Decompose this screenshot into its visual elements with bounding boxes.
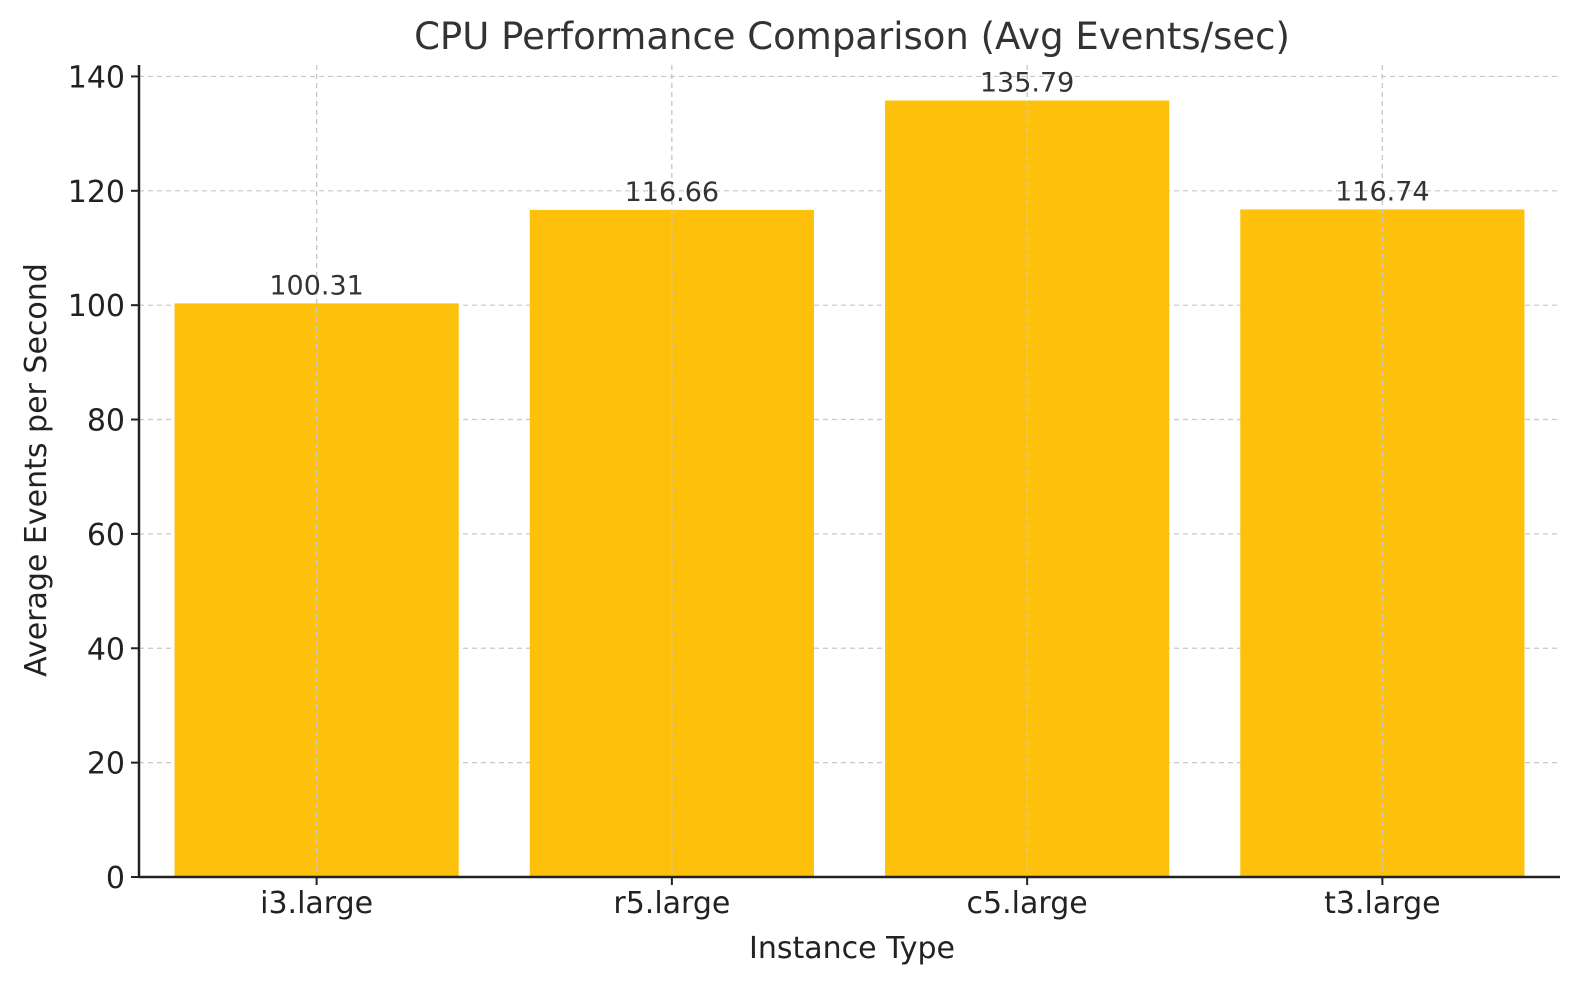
data-label: 100.31 <box>269 270 363 301</box>
data-labels: 100.31 116.66 135.79 116.74 <box>269 68 1429 302</box>
axes: 0 20 40 60 80 100 120 140 i3.large r5.large c5.lar… <box>68 60 1560 921</box>
y-tick-label: 40 <box>87 632 125 667</box>
data-label: 135.79 <box>980 68 1074 99</box>
y-axis-label: Average Events per Second <box>19 263 54 677</box>
y-tick-label: 0 <box>106 861 125 896</box>
data-label: 116.66 <box>625 177 719 208</box>
y-tick-label: 140 <box>68 60 125 95</box>
y-tick-label: 100 <box>68 289 125 324</box>
bars <box>174 65 1525 878</box>
x-axis-label: Instance Type <box>749 931 955 966</box>
chart-title: CPU Performance Comparison (Avg Events/s… <box>414 15 1290 58</box>
y-tick-label: 60 <box>87 518 125 553</box>
x-tick-label: c5.large <box>967 886 1088 921</box>
x-tick-label: r5.large <box>613 886 730 921</box>
y-tick-label: 120 <box>68 175 125 210</box>
y-tick-label: 20 <box>87 747 125 782</box>
y-tick-label: 80 <box>87 404 125 439</box>
x-tick-label: i3.large <box>260 886 373 921</box>
data-label: 116.74 <box>1335 176 1429 207</box>
x-tick-label: t3.large <box>1324 886 1440 921</box>
